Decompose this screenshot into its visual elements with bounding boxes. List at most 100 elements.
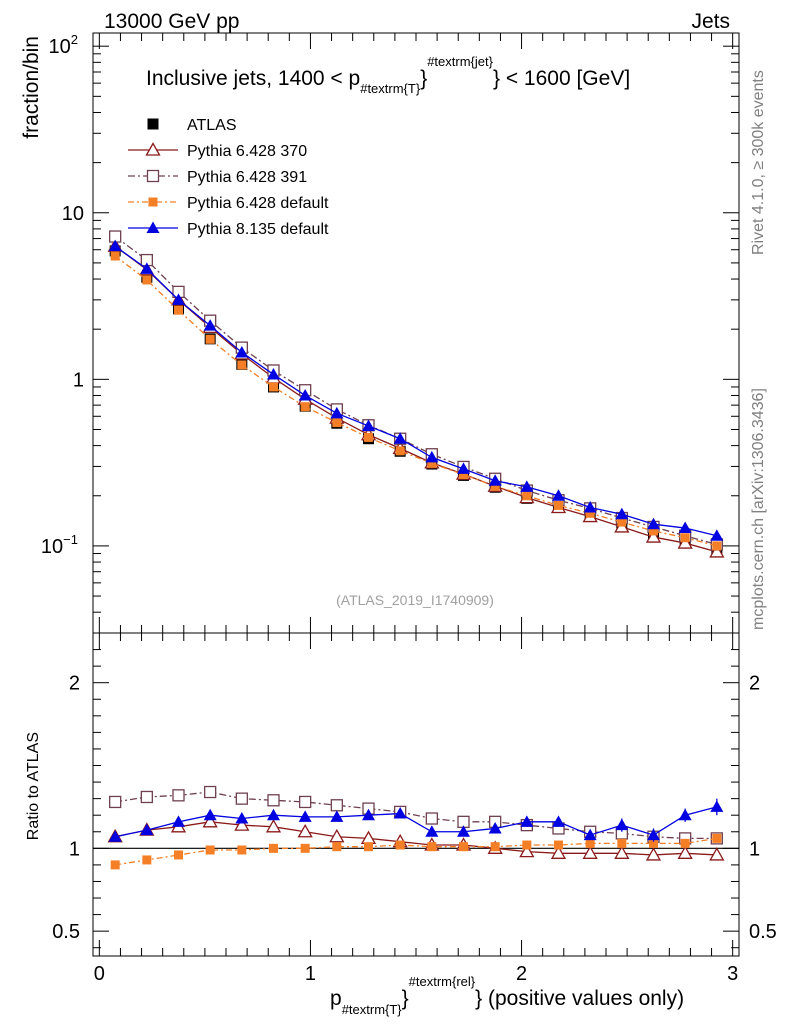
xlabel-tail: } (positive values only) [475,987,684,1010]
series-line-ratio [115,837,717,866]
series-line-main [114,245,718,553]
legend-entry: Pythia 6.428 391 [128,169,307,186]
title-sub: #textrm{T} [360,81,421,96]
series-point-ratio [235,792,248,805]
series-point-main [585,508,595,518]
y-axis-label: fraction/bin [20,36,43,139]
series-point-ratio [300,843,310,853]
series-point-ratio [522,840,532,850]
series-point-main [710,529,724,541]
series-point-main [552,489,565,501]
series-point-ratio [490,842,500,852]
series-2 [110,251,722,870]
series-point-ratio [582,845,598,859]
series-point-ratio [332,842,342,852]
series-point-main [427,458,437,468]
series-point-main [172,293,185,305]
series-point-ratio [205,845,215,855]
y-tick-label: 10 [62,203,84,225]
legend-marker [148,197,158,207]
series-point-ratio [330,810,344,822]
series-point-ratio [583,828,597,841]
legend-entry: Pythia 6.428 default [128,195,329,212]
series-point-main [680,533,690,543]
ratio-y-axis-label: Ratio to ATLAS [25,732,42,840]
series-point-ratio [395,840,405,850]
series-point-ratio [427,842,437,852]
legend-marker [146,221,160,233]
series-point-main [522,491,532,501]
series-point-ratio [645,847,662,861]
legend-label: Pythia 6.428 391 [187,169,307,186]
series-point-ratio [108,830,122,842]
series-point-main [142,275,152,285]
series-point-main [110,251,120,261]
series-point-ratio [172,789,185,802]
series-point-ratio [265,818,282,833]
analysis-watermark: (ATLAS_2019_I1740909) [336,592,494,608]
series-point-ratio [709,847,725,861]
rivet-label: Rivet 4.1.0, ≥ 300k events [750,70,767,255]
series-point-main [712,541,722,551]
series-1 [109,230,723,845]
legend-label: Pythia 8.135 default [187,221,329,238]
series-line-main [114,236,718,546]
xlabel-p: p [330,987,342,1010]
legend-marker [145,142,161,156]
series-point-main [425,450,439,463]
x-tick-label: 3 [727,963,738,985]
series-point-main [645,529,662,543]
series-point-ratio [110,860,120,870]
series-3 [108,239,724,842]
ratio-tick-label-right: 1 [749,838,760,860]
series-point-ratio [269,843,278,853]
series-point-ratio [330,799,343,812]
series-point-ratio [680,838,690,848]
series-point-main [457,462,470,474]
x-axis-label: p#textrm{T}}#textrm{rel}} (positive valu… [330,974,684,1017]
header-left: 13000 GeV pp [104,10,239,33]
series-point-ratio [425,825,439,837]
series-point-ratio [267,808,280,821]
series-point-main [677,535,693,549]
legend-label: ATLAS [187,117,237,134]
legend-entry: Pythia 6.428 370 [128,142,307,160]
legend-marker [147,118,159,130]
legend-entry: Pythia 8.135 default [128,221,329,238]
legend-label: Pythia 6.428 370 [187,143,307,160]
series-point-ratio [140,823,154,836]
series-point-ratio [267,794,280,807]
series-point-main [269,382,278,392]
series-point-main [174,305,183,315]
series-line-ratio [115,806,717,838]
series-point-main [235,345,249,358]
series-point-ratio [550,845,567,859]
series-point-main [364,432,373,442]
series-point-main [678,521,692,534]
series-point-ratio [109,795,122,809]
series-point-main [267,367,280,380]
series-point-main [237,360,247,370]
xlabel-sup: #textrm{rel} [409,974,476,989]
series-point-main [647,517,660,530]
title-main-a: Inclusive jets, 1400 < p [146,67,360,90]
legend: ATLAS Pythia 6.428 370 Pythia 6.428 391 Pyt… [128,117,329,238]
xlabel-brace: } [402,987,409,1010]
legend-entry: ATLAS [147,117,237,134]
series-line-ratio [115,821,717,856]
ratio-tick-label-left: 2 [69,673,80,695]
series-point-ratio [203,808,217,821]
chart-title: Inclusive jets, 1400 < p#textrm{T}}#text… [146,54,630,96]
series-point-ratio [142,855,152,865]
series-point-main [459,470,468,480]
xlabel-sub: #textrm{T} [342,1002,403,1017]
series-point-main [615,507,629,520]
axes-group: 0 1 2 3 102 10 1 10−1 0.5 0.5 1 1 2 2 [41,32,777,985]
series-point-ratio [710,800,724,812]
series-point-ratio [552,815,565,827]
mcplots-label: mcplots.cern.ch [arXiv:1306.3436] [750,388,767,630]
series-point-ratio [393,807,407,819]
series-point-ratio [140,790,153,804]
y-tick-label: 102 [49,32,78,58]
series-point-main [330,406,344,419]
